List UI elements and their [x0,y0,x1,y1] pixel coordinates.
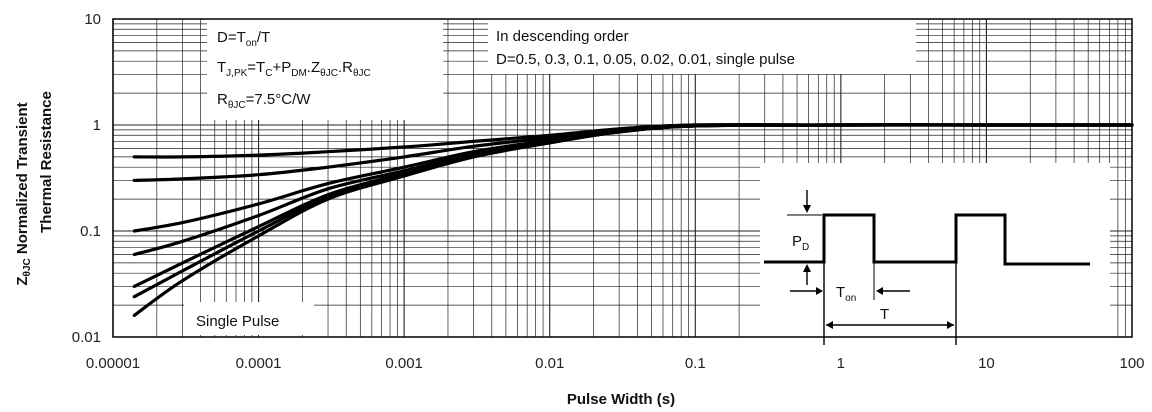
series-lines [132,123,1134,317]
x-tick-label: 100 [1119,355,1144,372]
formula-box [207,17,443,120]
t-arrowhead-right [947,321,954,329]
duty-cycle-list: D=0.5, 0.3, 0.1, 0.05, 0.02, 0.01, singl… [496,51,795,68]
x-tick-label: 0.00001 [86,355,140,372]
pd-label: PD [792,233,809,253]
order-box [488,17,916,74]
thermal-resistance-value: RθJC=7.5°C/W [217,91,311,111]
x-tick-label: 1 [837,355,845,372]
y-tick-label: 10 [84,11,101,28]
tick-labels: 0.00001 0.0001 0.001 0.01 0.1 1 10 100 0.01 0.1 1 1… [72,11,1145,372]
y-axis-title-line2: Thermal Resistance [38,91,55,233]
y-tick-label: 0.1 [80,223,101,240]
annotation-boxes [184,17,1110,346]
y-tick-label: 0.01 [72,329,101,346]
ton-label: Ton [836,284,856,304]
x-tick-label: 10 [978,355,995,372]
ton-arrowhead-right [876,287,883,295]
single-pulse-box [184,302,314,335]
single-pulse-label: Single Pulse [196,313,279,330]
pd-arrowhead-bottom [803,264,811,272]
pulse-train-line [764,213,1090,266]
series-line [132,123,1134,317]
x-axis-title: Pulse Width (s) [567,391,675,408]
x-tick-label: 0.1 [685,355,706,372]
x-tick-label: 0.01 [535,355,564,372]
x-tick-label: 0.0001 [236,355,282,372]
ton-arrowhead-left [816,287,823,295]
plot-frame [112,18,1133,338]
order-heading: In descending order [496,28,629,45]
waveform-inset-box [760,163,1110,346]
y-axis-title-line1: ZθJC Normalized Transient [14,102,33,285]
duty-cycle-formula: D=Ton/T [217,29,270,49]
pulse-waveform [764,190,1090,345]
period-label: T [880,306,889,323]
junction-temp-formula: TJ,PK=TC+PDM.ZθJC.RθJC [217,59,371,79]
t-arrowhead-left [826,321,833,329]
pd-arrowhead-top [803,205,811,213]
y-tick-label: 1 [93,117,101,134]
x-tick-label: 0.001 [385,355,423,372]
